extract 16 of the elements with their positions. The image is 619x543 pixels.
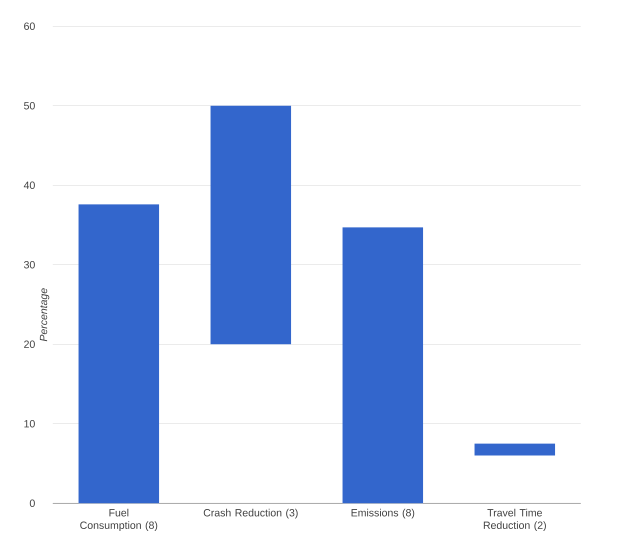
x-tick-label: Fuel Consumption (8) [80,508,158,532]
y-axis-title: Percentage [40,288,50,342]
y-tick-label: 10 [24,420,35,428]
x-tick-label: Emissions (8) [352,508,414,519]
y-tick-label: 30 [24,261,35,268]
y-tick-label: 0 [30,500,35,507]
bar [210,106,292,344]
bar [474,444,556,456]
bar [342,227,424,504]
y-tick-label: 50 [24,102,35,110]
bar [78,204,160,504]
x-tick-label: Travel Time Reduction (2) [484,508,546,532]
x-tick-label: Crash Reduction (3) [204,508,298,519]
y-tick-label: 60 [24,22,35,30]
y-tick-label: 20 [24,340,35,348]
y-tick-label: 40 [24,182,35,189]
